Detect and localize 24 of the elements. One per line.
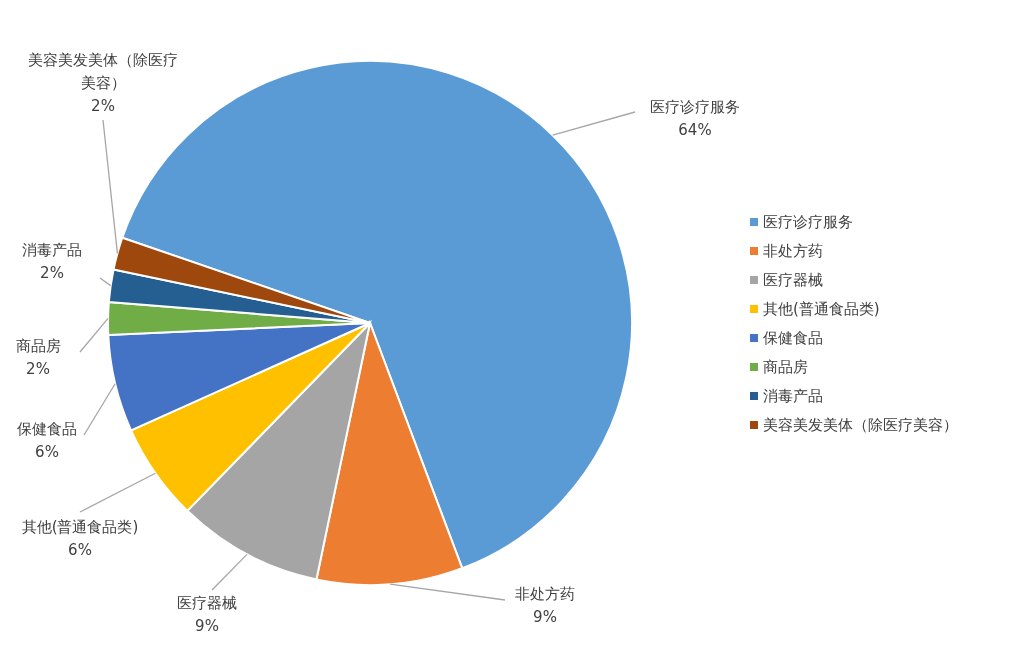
data-label: 64%: [678, 121, 712, 139]
legend-label: 美容美发美体（除医疗美容）: [763, 416, 958, 434]
legend-label: 其他(普通食品类): [763, 300, 880, 318]
slice-label: 其他(普通食品类): [21, 518, 139, 536]
legend-label: 商品房: [763, 358, 808, 376]
slice-label: 商品房: [15, 337, 61, 355]
data-label: 2%: [26, 360, 50, 378]
slice-label: 非处方药: [515, 585, 575, 603]
legend-label: 非处方药: [763, 242, 823, 260]
legend-label: 医疗诊疗服务: [763, 213, 853, 231]
data-label: 6%: [35, 443, 59, 461]
slice-label: 消毒产品: [22, 241, 82, 259]
data-label: 9%: [533, 608, 557, 626]
legend-label: 保健食品: [763, 329, 823, 347]
data-label: 6%: [68, 541, 92, 559]
slice-label: 医疗器械: [177, 594, 237, 612]
data-label: 2%: [91, 97, 115, 115]
legend-label: 医疗器械: [763, 271, 823, 289]
slice-label: 医疗诊疗服务: [650, 98, 740, 116]
slice-label: 保健食品: [17, 420, 77, 438]
slice-label: 美容美发美体（除医疗美容）: [28, 51, 178, 92]
legend-label: 消毒产品: [763, 387, 823, 405]
data-label: 9%: [195, 617, 219, 635]
data-label: 2%: [40, 264, 64, 282]
